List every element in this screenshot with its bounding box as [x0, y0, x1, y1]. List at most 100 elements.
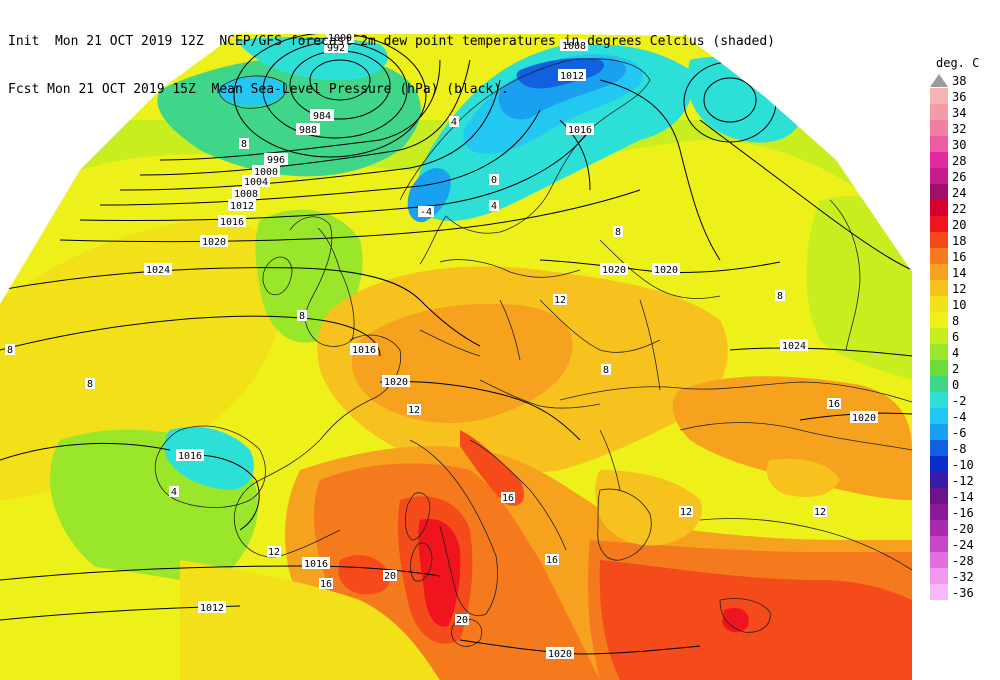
isobar-label: 1020	[382, 375, 410, 388]
legend-row: -14	[928, 488, 996, 504]
legend-row: -32	[928, 568, 996, 584]
legend-swatch	[930, 344, 948, 360]
legend-swatch	[930, 552, 948, 568]
legend-row: 22	[928, 200, 996, 216]
legend-label: 4	[952, 346, 960, 360]
legend-max-triangle-icon	[930, 74, 948, 87]
svg-text:12: 12	[554, 295, 566, 306]
isobar-label: 1012	[198, 601, 226, 614]
svg-text:16: 16	[502, 493, 514, 504]
isobar-labels: 1000 992 984 988 996 1000 1004 1008 1012…	[144, 31, 878, 660]
dewpoint-label: -4	[418, 206, 434, 218]
svg-text:1020: 1020	[384, 377, 408, 388]
dewpoint-label: 8	[85, 378, 95, 390]
header-init-line: Init Mon 21 OCT 2019 12Z NCEP/GFS foreca…	[8, 34, 776, 49]
legend-row: 8	[928, 312, 996, 328]
legend-label: -8	[952, 442, 967, 456]
legend-row: 20	[928, 216, 996, 232]
legend-row: 6	[928, 328, 996, 344]
legend-swatch	[930, 424, 948, 440]
legend-row: 12	[928, 280, 996, 296]
legend-swatch	[930, 472, 948, 488]
legend-label: -20	[952, 522, 974, 536]
legend-label: 2	[952, 362, 960, 376]
legend-label: 38	[952, 74, 967, 88]
legend-label: -12	[952, 474, 974, 488]
legend-swatch	[930, 168, 948, 184]
svg-text:996: 996	[267, 155, 285, 166]
legend-swatch	[930, 488, 948, 504]
isobar-label: 1020	[200, 235, 228, 248]
dewpoint-label: 20	[455, 614, 469, 626]
legend-label: 32	[952, 122, 967, 136]
dewpoint-label: 12	[407, 404, 421, 416]
legend-label: 18	[952, 234, 967, 248]
legend-row: -28	[928, 552, 996, 568]
isobars	[0, 34, 912, 655]
legend-label: -10	[952, 458, 974, 472]
isobar-label: 1024	[780, 339, 808, 352]
isobar-label: 984	[310, 109, 334, 122]
legend-row: -8	[928, 440, 996, 456]
dewpoint-label: 8	[613, 226, 623, 238]
isobar-label: 988	[296, 123, 320, 136]
dewpoint-label: 16	[545, 554, 559, 566]
legend-row: 38	[928, 72, 996, 88]
legend-row: 28	[928, 152, 996, 168]
legend-swatch	[930, 216, 948, 232]
legend-row: -10	[928, 456, 996, 472]
dewpoint-label: 16	[319, 578, 333, 590]
isobar-label: 996	[264, 153, 288, 166]
svg-text:8: 8	[7, 345, 13, 356]
svg-text:1016: 1016	[304, 559, 328, 570]
legend-swatch	[930, 456, 948, 472]
legend-label: -16	[952, 506, 974, 520]
svg-text:1016: 1016	[220, 217, 244, 228]
svg-text:12: 12	[268, 547, 280, 558]
legend-swatch	[930, 280, 948, 296]
svg-text:1012: 1012	[230, 201, 254, 212]
legend-label: 36	[952, 90, 967, 104]
isobar-label: 1012	[558, 69, 586, 82]
svg-text:984: 984	[313, 111, 331, 122]
legend-label: 20	[952, 218, 967, 232]
coastlines	[154, 35, 912, 647]
dewpoint-label: 12	[679, 506, 693, 518]
dewpoint-label: 8	[239, 138, 249, 150]
legend-title: deg. C	[936, 56, 980, 70]
legend-label: -32	[952, 570, 974, 584]
svg-text:4: 4	[171, 487, 177, 498]
svg-text:992: 992	[327, 43, 345, 54]
isobar-label: 1008	[560, 39, 588, 52]
legend-label: -36	[952, 586, 974, 600]
map-header: Init Mon 21 OCT 2019 12Z NCEP/GFS foreca…	[8, 2, 775, 114]
svg-text:1024: 1024	[782, 341, 806, 352]
legend-row: 30	[928, 136, 996, 152]
svg-text:1020: 1020	[548, 649, 572, 660]
header-fcst-line: Fcst Mon 21 OCT 2019 15Z Mean Sea-Level …	[8, 82, 509, 97]
svg-text:1012: 1012	[200, 603, 224, 614]
legend-label: 14	[952, 266, 967, 280]
dewpoint-label: 12	[813, 506, 827, 518]
dewpoint-label: 12	[553, 294, 567, 306]
svg-text:1000: 1000	[328, 33, 352, 44]
svg-text:-4: -4	[420, 207, 432, 218]
svg-text:20: 20	[384, 571, 396, 582]
legend-label: 6	[952, 330, 960, 344]
isobar-label: 1016	[350, 343, 378, 356]
isobar-label: 1016	[566, 123, 594, 136]
legend-label: 22	[952, 202, 967, 216]
legend-swatch	[930, 408, 948, 424]
legend-swatch	[930, 232, 948, 248]
svg-text:988: 988	[299, 125, 317, 136]
dewpoint-label: 8	[775, 290, 785, 302]
svg-text:12: 12	[814, 507, 826, 518]
legend-swatch	[930, 88, 948, 104]
legend-row: -16	[928, 504, 996, 520]
svg-text:8: 8	[87, 379, 93, 390]
dewpoint-label: 20	[383, 570, 397, 582]
isobar-label: 992	[324, 41, 348, 54]
dewpoint-label: 16	[827, 398, 841, 410]
legend-label: 16	[952, 250, 967, 264]
svg-text:4: 4	[491, 201, 497, 212]
